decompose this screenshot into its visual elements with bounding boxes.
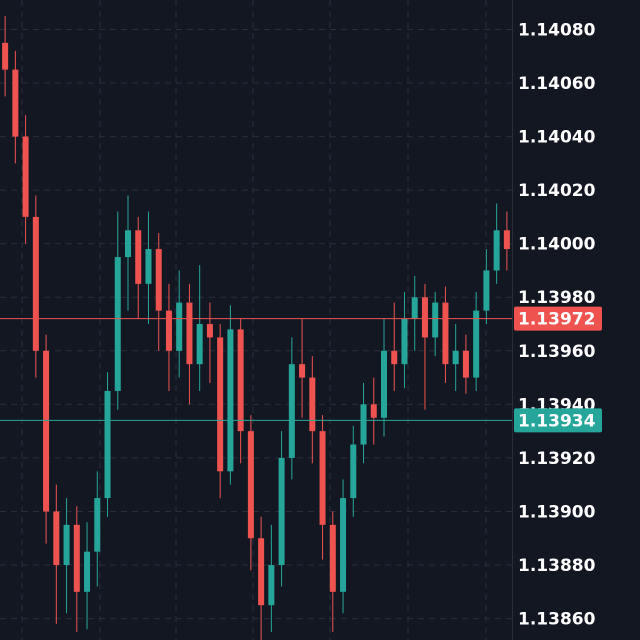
candle-body bbox=[176, 302, 183, 351]
candle-body bbox=[421, 297, 428, 338]
candle-body bbox=[360, 404, 367, 445]
candle-body bbox=[104, 390, 111, 499]
candle-body bbox=[237, 329, 244, 432]
candle-body bbox=[196, 324, 203, 365]
candle-body bbox=[22, 136, 29, 217]
candle-body bbox=[493, 230, 500, 271]
candle-body bbox=[73, 524, 80, 592]
candle-body bbox=[135, 230, 142, 284]
candle-body bbox=[186, 302, 193, 365]
candle-body bbox=[53, 511, 60, 566]
candle-body bbox=[63, 524, 70, 566]
candle-body bbox=[483, 270, 490, 311]
price-label: 1.13972 bbox=[518, 310, 595, 330]
candle-body bbox=[12, 69, 19, 137]
y-tick-label: 1.13980 bbox=[518, 288, 596, 308]
candle-body bbox=[432, 302, 439, 338]
candle-body bbox=[94, 498, 101, 552]
candle-body bbox=[125, 230, 131, 258]
candle-body bbox=[442, 302, 449, 365]
candle-body bbox=[84, 551, 91, 592]
price-label-bg bbox=[514, 306, 602, 331]
candle-body bbox=[391, 350, 398, 365]
candle-body bbox=[288, 364, 295, 458]
y-tick-label: 1.14040 bbox=[518, 128, 596, 148]
y-tick-label: 1.14080 bbox=[518, 20, 596, 40]
candle-body bbox=[155, 249, 162, 311]
candle-body bbox=[268, 565, 275, 606]
candle-body bbox=[247, 431, 254, 539]
y-tick-label: 1.13880 bbox=[518, 556, 596, 576]
candle-body bbox=[43, 350, 50, 512]
candle-body bbox=[411, 297, 418, 319]
candle-body bbox=[165, 310, 172, 351]
candle-body bbox=[114, 257, 121, 391]
y-tick-label: 1.14020 bbox=[518, 181, 596, 201]
candle-body bbox=[217, 337, 224, 472]
candle-body bbox=[340, 498, 347, 592]
candle-body bbox=[452, 350, 459, 365]
candle-body bbox=[299, 364, 306, 378]
candle-body bbox=[145, 249, 152, 284]
y-tick-label: 1.13900 bbox=[518, 502, 596, 522]
price-label-bg bbox=[514, 408, 602, 433]
candle-body bbox=[503, 230, 510, 250]
candle-body bbox=[206, 324, 213, 338]
candle-body bbox=[32, 216, 39, 351]
candle-body bbox=[401, 318, 408, 365]
candle-body bbox=[381, 350, 387, 418]
y-tick-label: 1.13920 bbox=[518, 449, 596, 469]
candle-body bbox=[258, 538, 265, 606]
candle-body bbox=[462, 350, 469, 378]
candle-body bbox=[278, 457, 285, 566]
candle-body bbox=[473, 310, 480, 378]
y-tick-label: 1.13860 bbox=[518, 610, 596, 630]
candle-body bbox=[227, 329, 234, 472]
y-tick-label: 1.14000 bbox=[518, 235, 596, 255]
price-label: 1.13934 bbox=[518, 411, 596, 431]
candle-body bbox=[319, 431, 326, 525]
y-tick-label: 1.14060 bbox=[518, 74, 596, 94]
candle-body bbox=[309, 377, 316, 432]
candle-body bbox=[350, 444, 357, 499]
candle-body bbox=[329, 524, 336, 592]
candle-body bbox=[370, 404, 377, 418]
y-tick-label: 1.13960 bbox=[518, 342, 596, 362]
candle-body bbox=[2, 42, 9, 70]
